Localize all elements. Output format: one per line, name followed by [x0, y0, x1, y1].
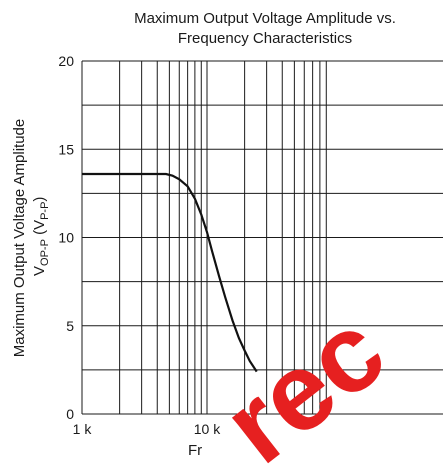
- series-line: [82, 172, 258, 373]
- chart-title: Maximum Output Voltage Amplitude vs. Fre…: [134, 10, 396, 47]
- x-axis-label: Fr: [188, 442, 202, 459]
- watermark: rec: [201, 288, 407, 465]
- chart-title-line-1: Maximum Output Voltage Amplitude vs.: [134, 10, 396, 27]
- y-axis-label: Maximum Output Voltage Amplitude VOP-P (…: [11, 119, 51, 357]
- x-tick-label: 10 k: [194, 421, 221, 437]
- y-tick-label: 20: [58, 53, 74, 69]
- gridlines: [81, 60, 443, 415]
- y-tick-label: 0: [66, 406, 74, 422]
- watermark-text: rec: [201, 288, 407, 465]
- y-label-sub1: OP-P: [39, 239, 51, 266]
- y-label-end: ): [31, 197, 48, 202]
- y-axis-label-line-2: VOP-P (VP-P): [31, 197, 51, 276]
- y-tick-label: 10: [58, 230, 74, 246]
- tick-labels: 0 5 10 15 20 1 k 10 k: [58, 53, 221, 437]
- y-axis-label-line-1: Maximum Output Voltage Amplitude: [11, 119, 28, 357]
- x-tick-label: 1 k: [73, 421, 93, 437]
- y-label-main: V: [31, 266, 48, 276]
- y-label-mid: (V: [31, 220, 48, 239]
- y-label-sub2: P-P: [39, 202, 51, 220]
- chart-title-line-2: Frequency Characteristics: [178, 30, 352, 47]
- y-tick-label: 5: [66, 318, 74, 334]
- y-tick-label: 15: [58, 141, 74, 157]
